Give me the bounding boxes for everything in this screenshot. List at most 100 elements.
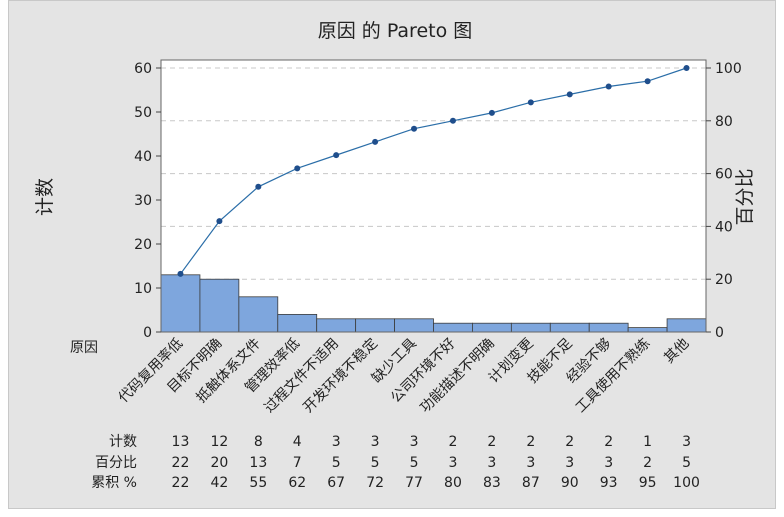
table-cumulative-value: 72	[366, 475, 384, 491]
y-right-tick-label: 80	[715, 114, 733, 130]
bar	[394, 318, 434, 333]
cumulative-point	[372, 138, 379, 145]
y-left-tick-label: 0	[143, 325, 152, 341]
table-cumulative-value: 80	[444, 475, 462, 491]
table-cumulative-value: 100	[673, 475, 700, 491]
table-cumulative-value: 67	[327, 475, 345, 491]
table-percent-value: 13	[249, 455, 267, 471]
bar	[588, 322, 629, 333]
table-count-value: 8	[254, 434, 263, 450]
table-count-value: 2	[487, 434, 496, 450]
y-right-tick-label: 20	[715, 272, 733, 288]
table-cumulative-value: 77	[405, 475, 423, 491]
table-percent-value: 5	[332, 455, 341, 471]
table-percent-value: 3	[565, 455, 574, 471]
y-right-tick-label: 60	[715, 167, 733, 183]
table-count-value: 2	[526, 434, 535, 450]
table-count-value: 3	[682, 434, 691, 450]
cumulative-point	[566, 91, 573, 98]
cumulative-point	[527, 99, 534, 106]
table-count-value: 3	[371, 434, 380, 450]
bar	[238, 296, 279, 333]
table-percent-value: 3	[449, 455, 458, 471]
cumulative-point	[177, 270, 184, 277]
table-count-value: 13	[172, 434, 190, 450]
grid	[161, 60, 706, 332]
table-count-value: 2	[604, 434, 613, 450]
table-percent-value: 3	[487, 455, 496, 471]
cumulative-point	[488, 109, 495, 116]
table-percent-value: 3	[604, 455, 613, 471]
bar	[549, 322, 590, 333]
y-left-tick-label: 50	[134, 105, 152, 121]
table-label-cumulative: 累积 %	[91, 475, 137, 491]
bar	[277, 313, 318, 333]
cumulative-point	[216, 218, 223, 225]
cumulative-point	[411, 125, 418, 132]
y-left-tick-label: 30	[134, 193, 152, 209]
x-axis-title: 原因	[70, 340, 98, 356]
cumulative-point	[333, 152, 340, 159]
table-count-value: 3	[410, 434, 419, 450]
y-left-tick-label: 10	[134, 281, 152, 297]
y-left-tick-label: 20	[134, 237, 152, 253]
table-cumulative-value: 83	[483, 475, 501, 491]
bar	[433, 322, 473, 333]
bar	[316, 318, 357, 333]
bar	[627, 327, 668, 333]
y-right-tick-label: 100	[715, 61, 742, 77]
table-count-value: 3	[332, 434, 341, 450]
bar	[355, 318, 395, 333]
y-right-tick-label: 40	[715, 219, 733, 235]
table-percent-value: 5	[682, 455, 691, 471]
table-count-value: 2	[449, 434, 458, 450]
table-cumulative-value: 95	[639, 475, 657, 491]
category-label: 其他	[661, 336, 692, 367]
bar	[472, 322, 512, 333]
bar	[510, 322, 551, 333]
data-table: 13 12 8 4 3 3 3 2 2 2 2 2 1 322 20 13 7 5 5 5 3 3 3 3 3 2 522 42 55 6…	[172, 434, 700, 491]
table-count-value: 12	[210, 434, 228, 450]
y-left-tick-label: 40	[134, 149, 152, 165]
table-label-count: 计数	[109, 434, 137, 450]
table-percent-value: 3	[526, 455, 535, 471]
y-right-axis-title: 百分比	[734, 168, 756, 225]
bars	[160, 274, 707, 333]
cumulative-point	[605, 83, 612, 90]
plot-area	[161, 60, 706, 332]
axes: 0 10 20 30 40 50 60 0 20 40 60 80 100	[134, 59, 742, 341]
category-labels: 代码复用率低目标不明确抵触体系文件管理效率低过程文件不适用开发环境不稳定缺少工具…	[115, 335, 692, 416]
bar	[666, 318, 707, 333]
cumulative-polyline	[179, 67, 687, 275]
table-label-percent: 百分比	[95, 455, 137, 471]
table-cumulative-value: 42	[210, 475, 228, 491]
table-percent-value: 2	[643, 455, 652, 471]
table-count-value: 2	[565, 434, 574, 450]
y-left-tick-label: 60	[134, 61, 152, 77]
table-count-value: 4	[293, 434, 302, 450]
bar	[160, 274, 201, 333]
plot-border	[160, 59, 707, 333]
bar	[199, 278, 240, 333]
cumulative-point	[683, 65, 690, 71]
table-percent-value: 7	[293, 455, 302, 471]
cumulative-point	[644, 78, 651, 85]
cumulative-line	[177, 65, 690, 277]
table-percent-value: 22	[172, 455, 190, 471]
y-right-tick-label: 0	[715, 325, 724, 341]
table-percent-value: 5	[410, 455, 419, 471]
cumulative-point	[449, 117, 456, 124]
cumulative-point	[255, 183, 262, 190]
pareto-chart: 原因 的 Pareto 图 计数 百分比 原因 计数 百分比 累积 % 0 10 2…	[34, 20, 756, 491]
table-percent-value: 20	[210, 455, 228, 471]
y-left-axis-title: 计数	[34, 178, 56, 216]
table-cumulative-value: 55	[249, 475, 267, 491]
chart-frame: 原因 的 Pareto 图 计数 百分比 原因 计数 百分比 累积 % 0 10 2…	[8, 0, 776, 509]
table-cumulative-value: 93	[600, 475, 618, 491]
cumulative-point	[294, 165, 301, 172]
table-percent-value: 5	[371, 455, 380, 471]
table-cumulative-value: 62	[288, 475, 306, 491]
table-cumulative-value: 22	[172, 475, 190, 491]
chart-title: 原因 的 Pareto 图	[318, 20, 473, 42]
table-cumulative-value: 87	[522, 475, 540, 491]
